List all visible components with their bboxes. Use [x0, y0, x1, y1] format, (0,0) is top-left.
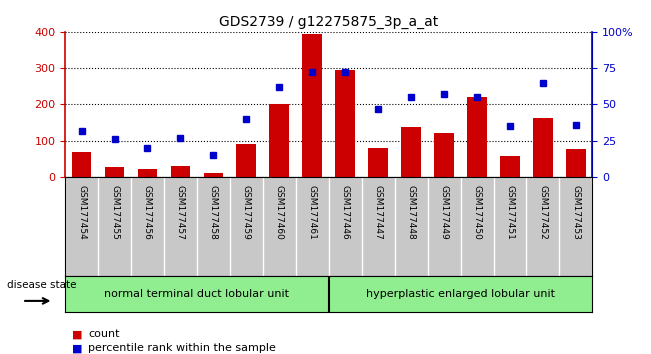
Text: GSM177454: GSM177454 [77, 185, 86, 240]
Bar [270, 104, 289, 177]
Text: count: count [88, 329, 119, 339]
Bar [204, 173, 223, 177]
Text: GSM177460: GSM177460 [275, 185, 284, 240]
Bar [302, 34, 322, 177]
Text: GSM177461: GSM177461 [308, 185, 317, 240]
Bar [105, 167, 124, 177]
Bar [335, 70, 355, 177]
Bar [137, 169, 158, 177]
Bar [500, 156, 520, 177]
Bar [72, 152, 91, 177]
Bar [467, 97, 487, 177]
Bar [401, 127, 421, 177]
Text: ■: ■ [72, 329, 82, 339]
Text: disease state: disease state [7, 280, 76, 290]
Text: GSM177448: GSM177448 [407, 185, 415, 240]
Bar [171, 166, 190, 177]
Text: ■: ■ [72, 343, 82, 353]
Bar [236, 144, 256, 177]
Text: GSM177458: GSM177458 [209, 185, 218, 240]
Text: GSM177449: GSM177449 [439, 185, 449, 240]
Title: GDS2739 / g12275875_3p_a_at: GDS2739 / g12275875_3p_a_at [219, 16, 438, 29]
Bar [533, 118, 553, 177]
Text: hyperplastic enlarged lobular unit: hyperplastic enlarged lobular unit [366, 289, 555, 299]
Text: GSM177453: GSM177453 [572, 185, 581, 240]
Text: GSM177455: GSM177455 [110, 185, 119, 240]
Bar [368, 148, 388, 177]
Text: GSM177451: GSM177451 [506, 185, 514, 240]
Text: GSM177446: GSM177446 [340, 185, 350, 240]
Text: GSM177459: GSM177459 [242, 185, 251, 240]
Bar [434, 133, 454, 177]
Text: GSM177450: GSM177450 [473, 185, 482, 240]
Bar [566, 149, 586, 177]
Text: GSM177456: GSM177456 [143, 185, 152, 240]
Text: GSM177452: GSM177452 [538, 185, 547, 240]
Text: GSM177447: GSM177447 [374, 185, 383, 240]
Text: normal terminal duct lobular unit: normal terminal duct lobular unit [104, 289, 290, 299]
Text: percentile rank within the sample: percentile rank within the sample [88, 343, 276, 353]
Text: GSM177457: GSM177457 [176, 185, 185, 240]
